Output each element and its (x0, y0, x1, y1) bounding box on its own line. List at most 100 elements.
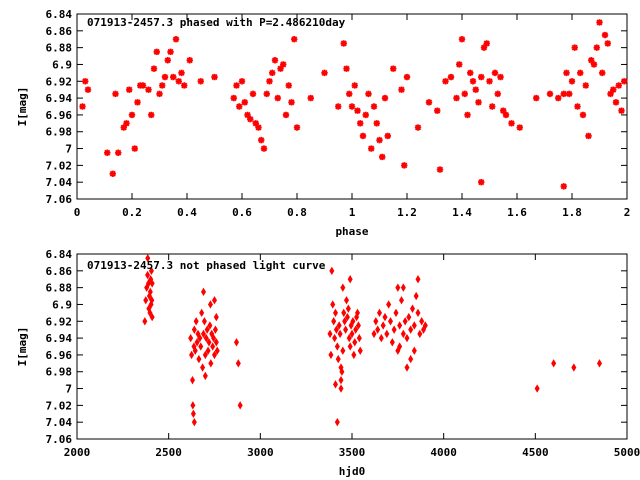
data-point (193, 317, 199, 326)
data-point (610, 86, 617, 93)
data-point (469, 78, 477, 85)
data-point (577, 69, 584, 77)
data-point (483, 40, 490, 47)
data-point (502, 111, 510, 119)
data-point (191, 417, 197, 427)
data-point (178, 69, 185, 77)
y-tick-label: 6.94 (46, 332, 73, 345)
data-point (236, 103, 243, 110)
data-point (123, 120, 130, 127)
data-point (347, 275, 353, 284)
data-point (230, 94, 237, 102)
data-point (145, 270, 151, 280)
data-point (258, 136, 265, 144)
data-point (197, 78, 204, 85)
data-point (579, 111, 587, 119)
data-point (398, 86, 405, 93)
data-point (340, 346, 346, 355)
data-point (233, 338, 240, 347)
data-point (202, 371, 208, 381)
data-point (112, 90, 119, 98)
data-point (337, 329, 343, 339)
x-tick-label: 0.8 (287, 206, 307, 219)
data-point (271, 57, 279, 64)
data-point (408, 325, 414, 334)
data-point (365, 90, 372, 98)
data-point (128, 111, 136, 119)
data-point (411, 321, 417, 330)
data-point (534, 384, 540, 393)
data-point (159, 82, 166, 89)
data-point (344, 312, 350, 322)
data-point (207, 300, 213, 309)
x-tick-label: 0.4 (177, 206, 197, 219)
data-point (134, 99, 141, 106)
data-point (145, 254, 151, 263)
data-point (409, 304, 416, 313)
x-tick-label: 2000 (64, 446, 91, 459)
data-point (342, 317, 348, 326)
data-point (362, 111, 369, 119)
data-point (596, 359, 603, 368)
data-point (380, 321, 386, 330)
data-point (555, 94, 562, 102)
data-point (355, 321, 361, 330)
chart-title: 071913-2457.3 phased with P=2.486210day (87, 16, 346, 29)
data-point (607, 90, 614, 98)
data-point (494, 90, 501, 98)
data-point (341, 308, 347, 318)
data-point (285, 82, 292, 89)
data-point (214, 346, 220, 355)
x-tick-label: 1.4 (452, 206, 472, 219)
data-point (282, 111, 290, 119)
x-axis-label: hjd0 (339, 465, 366, 478)
data-point (207, 321, 213, 330)
data-point (237, 401, 243, 410)
data-point (390, 65, 397, 72)
data-point (489, 103, 496, 110)
data-point (332, 308, 339, 318)
data-point (491, 69, 499, 77)
data-point (145, 279, 152, 288)
data-point (339, 367, 345, 376)
data-point (408, 354, 414, 364)
data-point (373, 317, 379, 326)
data-point (601, 31, 609, 39)
data-point (255, 124, 262, 131)
data-point (458, 36, 466, 43)
data-point (359, 132, 367, 140)
data-point (422, 321, 428, 330)
data-point (333, 325, 339, 334)
data-point (403, 73, 411, 81)
data-point (338, 375, 344, 385)
data-point (373, 120, 380, 127)
data-point (249, 90, 257, 98)
x-tick-label: 1 (349, 206, 356, 219)
data-point (247, 115, 254, 123)
data-point (375, 325, 381, 334)
data-point (148, 300, 154, 309)
data-point (571, 363, 577, 372)
data-point (370, 103, 378, 110)
data-point (357, 120, 364, 127)
y-tick-label: 7.04 (46, 176, 73, 189)
data-point (551, 359, 557, 368)
data-point (419, 317, 425, 326)
x-tick-label: 2500 (155, 446, 182, 459)
data-point (241, 99, 248, 106)
data-point (79, 103, 86, 110)
data-point (376, 136, 383, 144)
y-tick-label: 6.88 (46, 282, 73, 295)
data-point (356, 333, 362, 343)
data-point (332, 380, 339, 389)
data-point (414, 124, 422, 131)
data-point (212, 325, 218, 334)
data-point (260, 145, 268, 152)
data-point (400, 283, 406, 292)
data-point (197, 333, 203, 343)
data-point (353, 325, 359, 334)
data-point (330, 300, 336, 309)
data-point (395, 283, 401, 292)
data-point (172, 36, 180, 43)
data-point (345, 304, 351, 313)
